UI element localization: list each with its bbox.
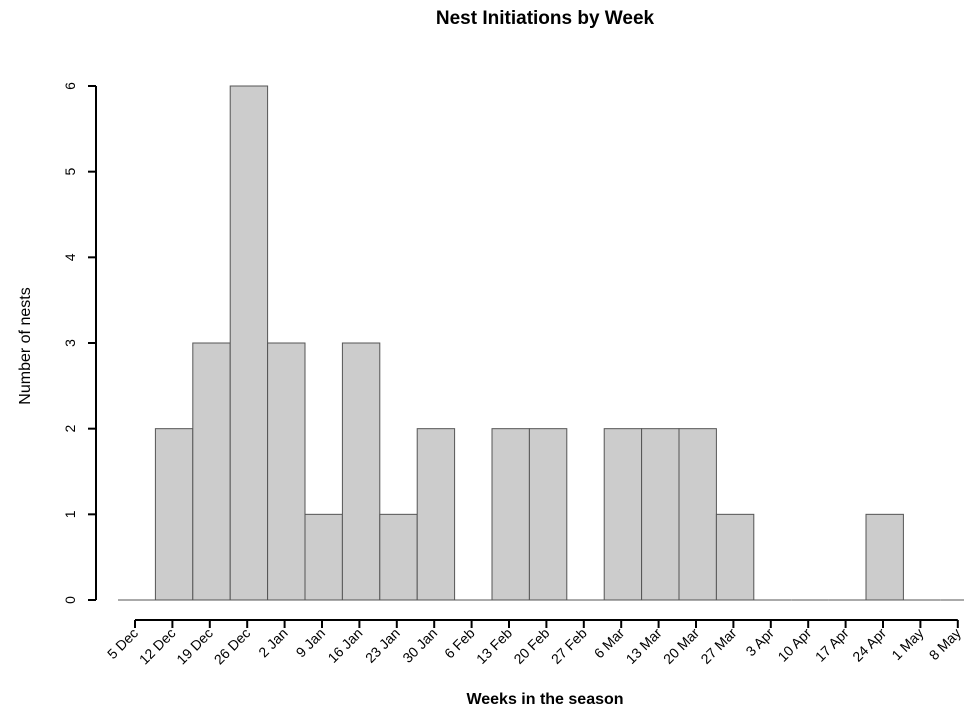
bar-6 <box>341 342 381 601</box>
x-tick-label-19: 17 Apr <box>812 625 852 665</box>
y-tick-label-1: 1 <box>62 510 78 518</box>
x-tick-label-18: 10 Apr <box>774 625 814 665</box>
bar-16 <box>715 513 755 601</box>
bar-13 <box>603 428 643 601</box>
y-tick-label-0: 0 <box>62 596 78 604</box>
x-tick-label-16: 27 Mar <box>697 625 739 667</box>
x-tick-label-4: 2 Jan <box>255 625 291 661</box>
x-tick-label-11: 20 Feb <box>510 625 552 667</box>
bar-3 <box>229 85 269 601</box>
x-tick-label-22: 8 May <box>926 625 964 663</box>
y-tick-label-6: 6 <box>62 82 78 90</box>
bar-7 <box>379 513 418 601</box>
bar-8 <box>416 428 456 601</box>
x-tick-label-10: 13 Feb <box>473 625 515 667</box>
y-tick-label-4: 4 <box>62 253 78 261</box>
x-tick-label-5: 9 Jan <box>293 625 329 661</box>
x-tick-label-20: 24 Apr <box>849 625 889 665</box>
y-axis-label: Number of nests <box>17 287 34 404</box>
y-axis: 0 1 2 3 4 5 6 <box>62 82 97 604</box>
x-tick-label-15: 20 Mar <box>660 625 702 667</box>
bar-11 <box>528 428 568 601</box>
y-tick-label-5: 5 <box>62 168 78 176</box>
x-tick-label-12: 27 Feb <box>548 625 590 667</box>
bar-2 <box>192 342 231 601</box>
x-tick-label-3: 26 Dec <box>211 625 254 668</box>
bar-10 <box>491 428 530 601</box>
bar-1 <box>154 428 194 601</box>
bar-15 <box>678 428 717 601</box>
y-tick-label-3: 3 <box>62 339 78 347</box>
x-axis-label: Weeks in the season <box>466 691 623 708</box>
bar-5 <box>304 513 343 601</box>
x-tick-label-7: 23 Jan <box>362 625 403 666</box>
chart-title: Nest Initiations by Week <box>436 8 655 29</box>
x-tick-label-21: 1 May <box>888 625 926 663</box>
x-tick-label-17: 3 Apr <box>742 625 777 660</box>
x-tick-label-14: 13 Mar <box>623 625 665 667</box>
bar-4 <box>267 342 306 601</box>
x-tick-label-8: 30 Jan <box>399 625 440 666</box>
x-tick-label-2: 19 Dec <box>173 625 216 668</box>
bar-20 <box>865 513 904 601</box>
bar-14 <box>641 428 680 601</box>
y-tick-label-2: 2 <box>62 425 78 433</box>
bars-group <box>118 85 964 601</box>
x-tick-label-1: 12 Dec <box>136 625 179 668</box>
x-tick-label-6: 16 Jan <box>324 625 365 666</box>
